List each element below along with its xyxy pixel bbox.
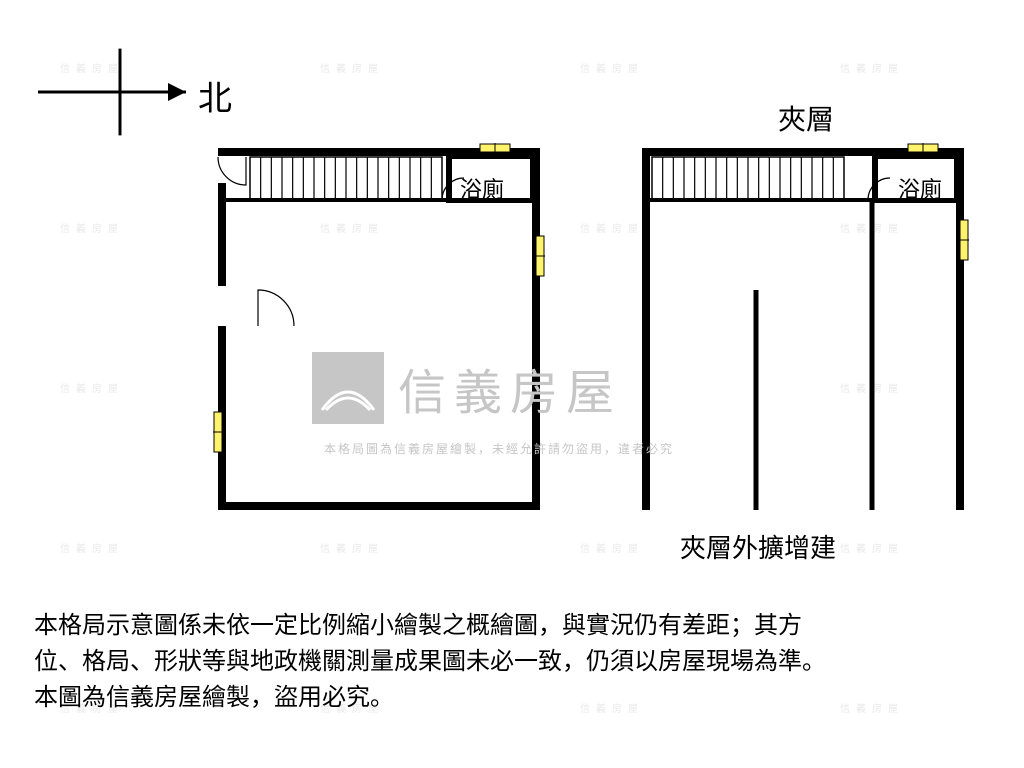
window-icon bbox=[480, 143, 510, 153]
brand-watermark: 信義房屋 bbox=[312, 352, 622, 424]
door-arc bbox=[258, 290, 294, 326]
disclaimer-text: 本格局示意圖係未依一定比例縮小繪製之概繪圖，與實況仍有差距；其方位、格局、形狀等… bbox=[34, 608, 826, 716]
disclaimer-line: 位、格局、形狀等與地政機關測量成果圖未必一致，仍須以房屋現場為準。 bbox=[34, 644, 826, 680]
door-arc bbox=[218, 157, 246, 185]
window-icon bbox=[959, 220, 969, 260]
compass-icon bbox=[38, 49, 186, 136]
brand-watermark-text: 信義房屋 bbox=[398, 353, 622, 423]
brand-logo-icon bbox=[312, 352, 384, 424]
label-bath-right: 浴廁 bbox=[898, 172, 942, 204]
compass-label: 北 bbox=[198, 71, 232, 120]
label-bath-left: 浴廁 bbox=[460, 172, 504, 204]
window-icon bbox=[535, 236, 545, 276]
stairs bbox=[652, 157, 844, 199]
label-extension: 夾層外擴增建 bbox=[680, 528, 836, 565]
window-icon bbox=[908, 143, 938, 153]
door-arc bbox=[868, 178, 890, 200]
stairs bbox=[250, 157, 442, 199]
disclaimer-line: 本圖為信義房屋繪製，盜用必究。 bbox=[34, 680, 826, 716]
brand-watermark-sub: 本格局圖為信義房屋繪製，未經允許請勿盜用，違者必究 bbox=[324, 440, 674, 457]
window-icon bbox=[213, 412, 223, 452]
label-mezzanine: 夾層 bbox=[778, 98, 834, 138]
floorplan-canvas: 信義房屋信義房屋信義房屋信義房屋信義房屋信義房屋信義房屋信義房屋信義房屋信義房屋… bbox=[0, 0, 1024, 768]
disclaimer-line: 本格局示意圖係未依一定比例縮小繪製之概繪圖，與實況仍有差距；其方 bbox=[34, 608, 826, 644]
